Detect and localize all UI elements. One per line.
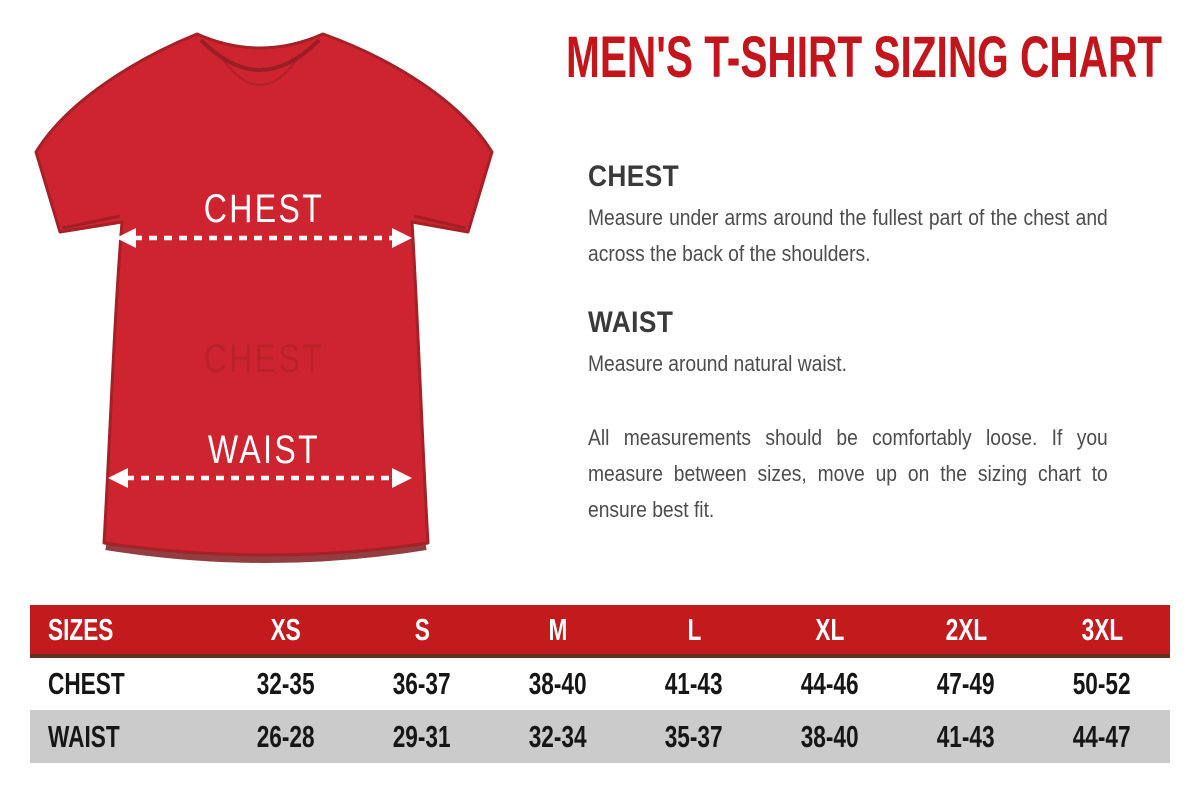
sizing-table: SIZES XS S M L XL 2XL 3XL CHEST 32-35 36… [30, 605, 1170, 763]
chest-measure-arrow [116, 228, 412, 248]
chest-section-heading: CHEST [588, 160, 680, 193]
waist-xs: 26-28 [257, 718, 315, 754]
header-cell-l: L [687, 611, 701, 647]
waist-section-heading: WAIST [588, 306, 674, 339]
chest-xl: 44-46 [801, 666, 859, 701]
shirt-body [34, 32, 494, 557]
instructions-column: CHEST Measure under arms around the full… [588, 160, 1108, 528]
chest-2xl: 47-49 [937, 666, 995, 701]
left-cuff-seam [62, 214, 121, 230]
waist-s: 29-31 [393, 718, 451, 754]
ghost-chest-label: CHEST [204, 336, 324, 381]
header-cell-xs: XS [270, 611, 302, 647]
chest-measure-label: CHEST [204, 186, 324, 231]
table-row-chest: CHEST 32-35 36-37 38-40 41-43 44-46 47-4… [30, 658, 1170, 710]
page-title: MEN'S T-SHIRT SIZING CHART [566, 25, 1163, 90]
table-row-waist: WAIST 26-28 29-31 32-34 35-37 38-40 41-4… [30, 710, 1170, 763]
shirt-hem-shadow [105, 542, 427, 563]
header-cell-sizes: SIZES [48, 611, 114, 647]
header-cell-m: M [548, 611, 568, 647]
header-cell-2xl: 2XL [945, 611, 987, 647]
header-cell-s: S [414, 611, 430, 647]
fit-note-text: All measurements should be comfortably l… [588, 425, 1108, 522]
header-cell-3xl: 3XL [1081, 611, 1123, 647]
waist-l: 35-37 [665, 718, 723, 754]
tshirt-diagram: CHEST CHEST WAIST [0, 0, 560, 600]
tshirt-illustration: CHEST CHEST WAIST [34, 32, 494, 563]
waist-2xl: 41-43 [937, 718, 995, 754]
chest-xs: 32-35 [257, 666, 315, 701]
waist-measure-label: WAIST [208, 427, 320, 472]
waist-3xl: 44-47 [1073, 718, 1131, 754]
waist-m: 32-34 [529, 718, 587, 754]
waist-xl: 38-40 [801, 718, 859, 754]
chest-s: 36-37 [393, 666, 451, 701]
chest-l: 41-43 [665, 666, 723, 701]
right-cuff-seam [413, 214, 466, 230]
chest-3xl: 50-52 [1073, 666, 1131, 701]
collar-line [199, 38, 321, 72]
chest-section-text: Measure under arms around the fullest pa… [588, 205, 1108, 266]
header-cell-xl: XL [815, 611, 845, 647]
row-label-waist: WAIST [48, 718, 120, 754]
waist-measure-arrow [108, 468, 412, 488]
waist-section-text: Measure around natural waist. [588, 351, 847, 376]
chest-m: 38-40 [529, 666, 587, 701]
collar-shadow-line [221, 57, 299, 86]
row-label-chest: CHEST [48, 666, 125, 701]
table-header-row: SIZES XS S M L XL 2XL 3XL [30, 605, 1170, 658]
